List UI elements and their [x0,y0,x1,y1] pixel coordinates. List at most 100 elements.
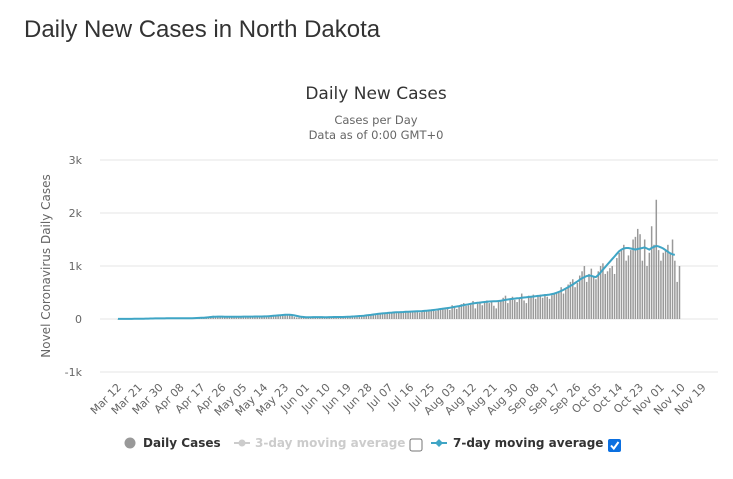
daily-cases-bar[interactable] [210,317,212,319]
daily-cases-bar[interactable] [272,315,275,319]
daily-cases-bar[interactable] [625,260,627,319]
daily-cases-bar[interactable] [555,292,558,320]
daily-cases-bar[interactable] [620,250,623,319]
daily-cases-bar[interactable] [446,307,449,319]
daily-cases-bar[interactable] [634,236,637,319]
daily-cases-bar[interactable] [344,317,347,319]
daily-cases-bar[interactable] [648,252,651,319]
daily-cases-bar[interactable] [286,314,289,319]
daily-cases-bar[interactable] [646,266,648,319]
daily-cases-bar[interactable] [256,316,259,319]
daily-cases-bar[interactable] [407,312,409,319]
daily-cases-bar[interactable] [595,279,597,319]
daily-cases-bar[interactable] [590,268,593,319]
daily-cases-bar[interactable] [565,289,567,319]
daily-cases-bar[interactable] [623,244,625,319]
daily-cases-bar[interactable] [662,252,665,319]
daily-cases-bar[interactable] [502,297,504,319]
daily-cases-bar[interactable] [226,316,228,319]
daily-cases-bar[interactable] [493,305,495,319]
daily-cases-bar[interactable] [671,239,674,320]
daily-cases-bar[interactable] [632,239,634,320]
daily-cases-bar[interactable] [291,315,293,319]
daily-cases-bar[interactable] [423,310,426,319]
daily-cases-bar[interactable] [370,314,372,319]
daily-cases-bar[interactable] [372,314,375,319]
daily-cases-bar[interactable] [404,312,407,319]
daily-cases-bar[interactable] [627,255,630,319]
daily-cases-bar[interactable] [453,306,456,319]
daily-cases-bar[interactable] [539,294,542,319]
daily-cases-bar[interactable] [207,317,210,319]
daily-cases-bar[interactable] [476,303,479,319]
daily-cases-bar[interactable] [335,317,337,319]
daily-cases-bar[interactable] [435,311,437,319]
daily-cases-bar[interactable] [247,316,249,319]
daily-cases-bar[interactable] [650,226,653,319]
daily-cases-bar[interactable] [235,317,238,319]
daily-cases-bar[interactable] [379,313,381,319]
daily-cases-bar[interactable] [346,316,349,319]
daily-cases-bar[interactable] [428,310,430,319]
daily-cases-bar[interactable] [300,317,303,319]
daily-cases-bar[interactable] [588,273,590,319]
daily-cases-bar[interactable] [395,313,398,319]
daily-cases-bar[interactable] [242,316,245,319]
daily-cases-bar[interactable] [254,316,256,319]
daily-cases-bar[interactable] [249,316,252,319]
daily-cases-bar[interactable] [430,309,433,319]
daily-cases-bar[interactable] [567,284,569,319]
daily-cases-bar[interactable] [444,309,446,319]
daily-cases-bar[interactable] [275,315,277,319]
daily-cases-bar[interactable] [472,300,474,319]
daily-cases-bar[interactable] [319,317,321,319]
daily-cases-bar[interactable] [525,303,528,319]
daily-cases-bar[interactable] [219,316,221,319]
daily-cases-bar[interactable] [592,276,595,319]
daily-cases-bar[interactable] [240,316,242,319]
daily-cases-bar[interactable] [653,244,655,319]
daily-cases-bar[interactable] [611,266,613,319]
daily-cases-bar[interactable] [481,305,484,319]
daily-cases-bar[interactable] [388,312,391,319]
three-day-average-checkbox[interactable] [409,438,423,452]
daily-cases-bar[interactable] [288,315,291,319]
daily-cases-bar[interactable] [402,311,405,319]
daily-cases-bar[interactable] [418,312,421,319]
daily-cases-bar[interactable] [353,316,356,319]
daily-cases-bar[interactable] [583,266,586,319]
daily-cases-bar[interactable] [609,268,611,319]
daily-cases-bar[interactable] [641,260,644,319]
daily-cases-bar[interactable] [576,282,579,319]
daily-cases-bar[interactable] [302,317,305,319]
daily-cases-bar[interactable] [527,295,530,319]
daily-cases-bar[interactable] [500,299,502,319]
daily-cases-bar[interactable] [474,308,477,319]
daily-cases-bar[interactable] [409,311,412,319]
daily-cases-bar[interactable] [244,316,247,319]
daily-cases-bar[interactable] [660,260,662,319]
legend-item-3-day-average[interactable]: 3-day moving average [234,436,405,450]
daily-cases-bar[interactable] [467,305,470,319]
daily-cases-bar[interactable] [282,314,284,319]
daily-cases-bar[interactable] [261,316,263,319]
daily-cases-bar[interactable] [534,298,537,319]
daily-cases-bar[interactable] [416,310,419,319]
daily-cases-bar[interactable] [483,302,486,319]
daily-cases-bar[interactable] [442,307,444,319]
daily-cases-bar[interactable] [537,296,539,319]
daily-cases-bar[interactable] [678,266,681,319]
daily-cases-bar[interactable] [221,316,224,319]
daily-cases-bar[interactable] [639,234,641,319]
daily-cases-bar[interactable] [465,305,467,319]
seven-day-average-checkbox[interactable] [608,439,621,452]
daily-cases-bar[interactable] [451,305,453,319]
daily-cases-bar[interactable] [495,308,497,319]
daily-cases-bar[interactable] [516,302,518,319]
daily-cases-bar[interactable] [393,312,395,319]
daily-cases-bar[interactable] [349,316,351,319]
daily-cases-bar[interactable] [560,287,562,319]
daily-cases-bar[interactable] [657,250,660,319]
daily-cases-bar[interactable] [602,263,604,319]
daily-cases-bar[interactable] [337,317,340,319]
